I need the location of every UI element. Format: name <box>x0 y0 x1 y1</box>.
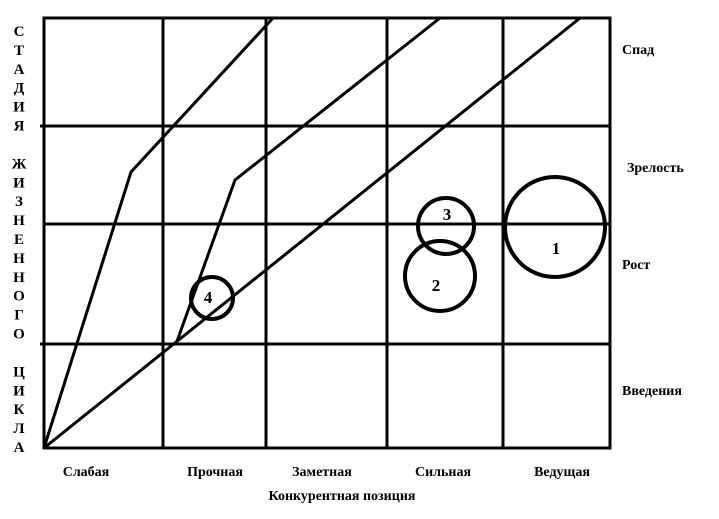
y-axis-title-letter: Л <box>13 421 24 437</box>
circle-1 <box>503 175 607 279</box>
boundary-line-left <box>42 16 275 449</box>
circle-3 <box>416 196 476 256</box>
grid-frame <box>42 16 612 450</box>
circle-2 <box>403 239 477 313</box>
position-label-powerful: Сильная <box>415 465 472 480</box>
circle-4 <box>189 275 235 321</box>
y-axis-title-letter: Ц <box>13 364 25 380</box>
grid <box>40 16 612 450</box>
y-axis-title-letter: Я <box>14 119 25 135</box>
y-axis-title-letter: Г <box>14 308 24 324</box>
circle-label-1: 1 <box>552 239 561 258</box>
y-axis-title-letter: А <box>14 440 25 456</box>
circles <box>189 175 607 321</box>
stage-label-introduction: Введения <box>622 384 682 399</box>
position-label-notable: Заметная <box>292 465 352 480</box>
position-labels: Слабая Прочная Заметная Сильная Ведущая <box>63 465 591 480</box>
boundary-lines <box>42 16 581 450</box>
stage-label-growth: Рост <box>622 258 650 273</box>
circle-label-2: 2 <box>432 276 441 295</box>
y-axis-title-letter: И <box>13 175 25 191</box>
circle-label-4: 4 <box>204 288 213 307</box>
y-axis-title-letter: З <box>15 194 23 210</box>
y-axis-title-letter: Н <box>13 213 25 229</box>
y-axis-title-letter: О <box>13 289 25 305</box>
stage-label-maturity: Зрелость <box>627 161 684 176</box>
y-axis-title-letter: Д <box>14 81 25 97</box>
y-axis-title-letter: Н <box>13 270 25 286</box>
position-label-weak: Слабая <box>63 465 110 480</box>
circle-labels: 1 2 3 4 <box>204 205 561 307</box>
y-axis-title-letter: Е <box>14 232 24 248</box>
y-axis-title-letter: Н <box>13 251 25 267</box>
y-axis-title-letter: Т <box>14 43 24 59</box>
position-label-leading: Ведущая <box>534 465 590 480</box>
y-axis-title-letter: И <box>13 383 25 399</box>
y-axis-title-letter: С <box>14 24 25 40</box>
boundary-line-right <box>43 16 581 450</box>
y-axis-title-letter: И <box>13 100 25 116</box>
position-label-strong: Прочная <box>187 465 243 480</box>
x-axis-title: Конкурентная позиция <box>269 489 416 504</box>
circle-label-3: 3 <box>443 205 452 224</box>
y-axis-title-letter: А <box>14 62 25 78</box>
boundary-line-middle <box>174 16 441 345</box>
stage-labels: Спад Зрелость Рост Введения <box>622 43 684 399</box>
y-axis-title-letter: Ж <box>12 156 27 172</box>
stage-label-decline: Спад <box>622 43 654 58</box>
y-axis-title-letter: К <box>14 402 25 418</box>
y-axis-title-letter: О <box>13 327 25 343</box>
